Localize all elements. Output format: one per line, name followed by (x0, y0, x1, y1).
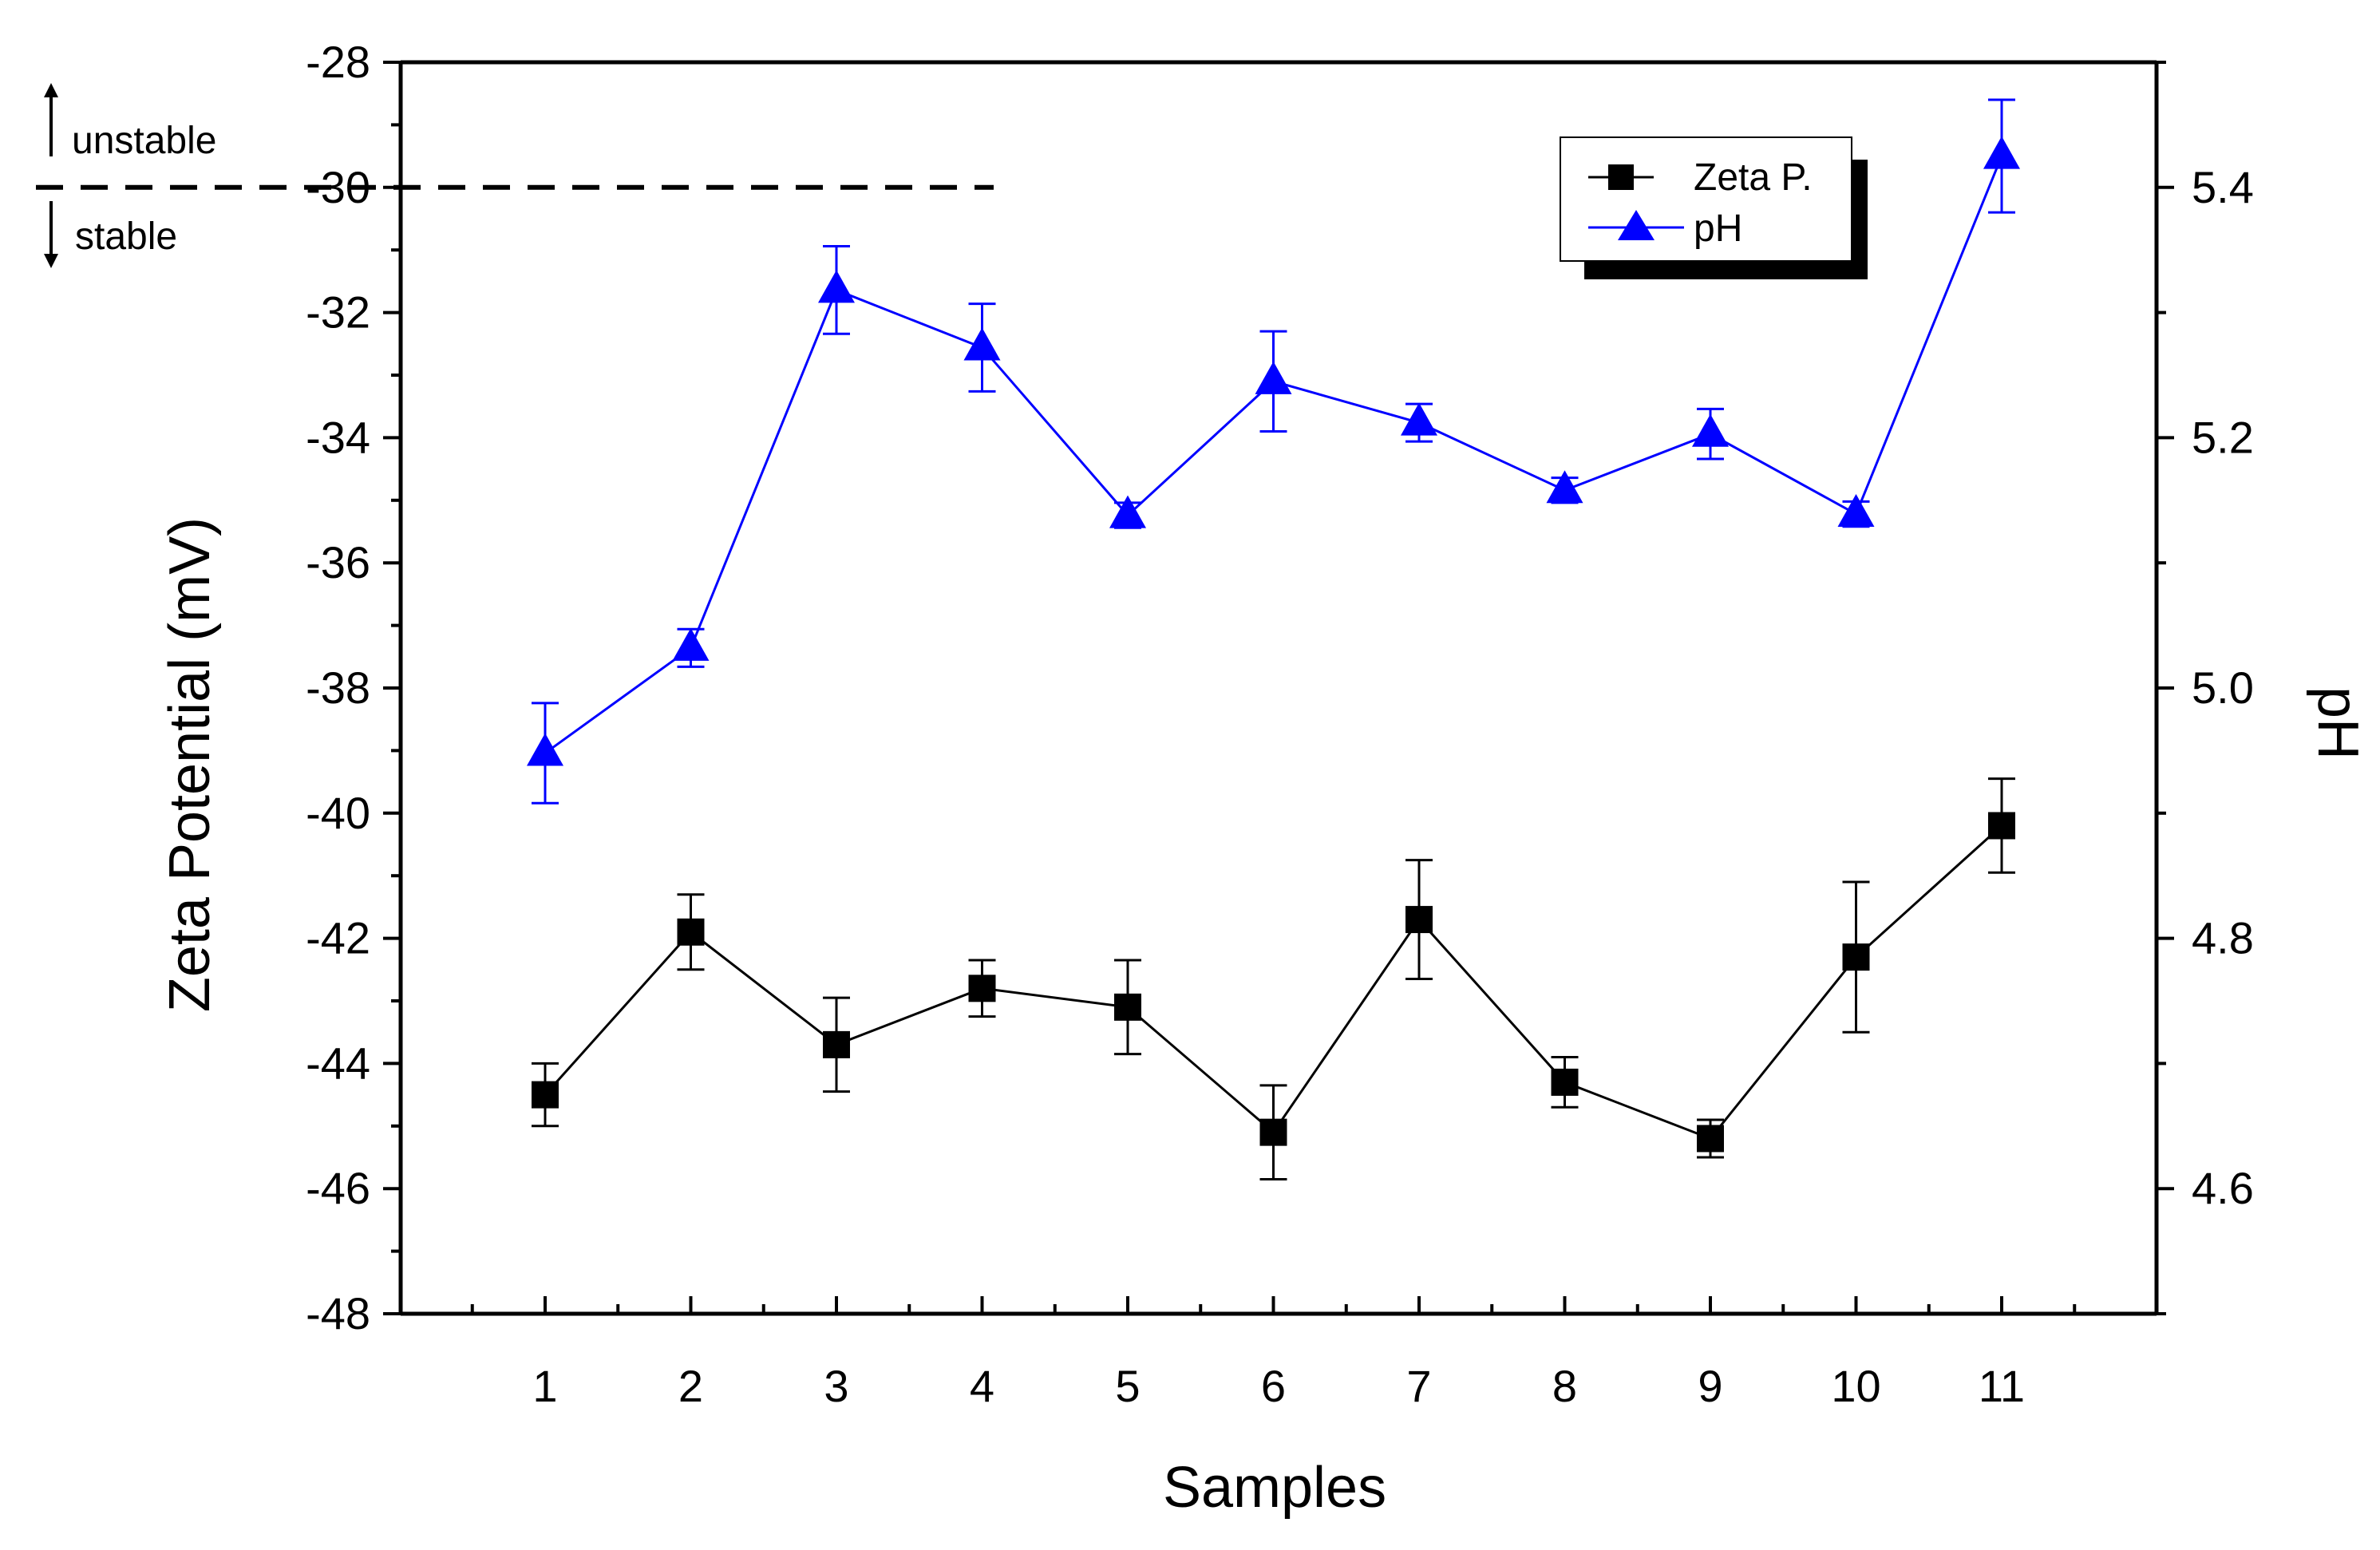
x-tick-label: 2 (678, 1361, 703, 1411)
data-point (1401, 402, 1437, 436)
x-axis-title: Samples (1163, 1456, 1386, 1520)
x-tick-label: 6 (1261, 1361, 1286, 1411)
y-tick-label: -44 (306, 1038, 370, 1088)
y2-tick-label: 5.4 (2192, 162, 2254, 212)
legend-label-ph: pH (1694, 208, 1742, 250)
legend-box (1560, 136, 1852, 262)
y-tick-label: -34 (306, 412, 370, 462)
legend-item-zeta: Zeta P. (1588, 156, 1813, 199)
stability-note: unstable stable (44, 83, 216, 268)
legend-label-zeta: Zeta P. (1694, 156, 1813, 199)
y-tick-label: -32 (306, 287, 370, 338)
data-point (1692, 413, 1729, 447)
y2-axis-title: pH (2306, 686, 2370, 760)
y-tick-label: -38 (306, 662, 370, 713)
data-point (1837, 494, 1875, 528)
data-point (1988, 812, 2015, 840)
arrow-down-icon (44, 201, 58, 268)
data-point (1255, 361, 1292, 394)
y2-tick-label: 5.0 (2192, 662, 2254, 713)
data-point (1697, 1125, 1724, 1153)
data-point (527, 733, 563, 766)
stable-label: stable (75, 215, 177, 258)
legend-item-ph: pH (1588, 208, 1742, 250)
x-tick-label: 11 (1979, 1361, 2025, 1411)
x-tick-label: 5 (1115, 1361, 1140, 1411)
arrow-up-icon (44, 83, 58, 156)
legend: Zeta P. pH (1560, 136, 1868, 279)
x-tick-label: 1 (532, 1361, 557, 1411)
data-point (677, 918, 705, 946)
x-tick-label: 4 (970, 1361, 994, 1411)
data-point (1114, 993, 1141, 1021)
y-tick-label: -30 (306, 162, 370, 212)
y-tick-label: -48 (306, 1288, 370, 1338)
data-point (1983, 136, 2020, 169)
y2-tick-label: 4.8 (2192, 913, 2254, 963)
y-tick-label: -36 (306, 537, 370, 587)
data-point (1546, 470, 1583, 504)
x-tick-label: 7 (1406, 1361, 1431, 1411)
data-point (818, 270, 855, 303)
x-tick-label: 9 (1698, 1361, 1722, 1411)
data-point (1405, 906, 1433, 934)
data-point (672, 627, 710, 661)
data-point (968, 975, 996, 1002)
y2-tick-label: 5.2 (2192, 412, 2254, 462)
y-tick-label: -42 (306, 913, 370, 963)
y2-tick-label: 4.6 (2192, 1163, 2254, 1213)
square-marker-icon (1608, 164, 1634, 190)
x-tick-label: 10 (1831, 1361, 1880, 1411)
series-ph (527, 98, 2020, 805)
x-axis: 1 2 3 4 5 6 7 8 9 10 11 (470, 1296, 2077, 1411)
triangle-marker-icon (1618, 210, 1655, 240)
data-point (963, 327, 1001, 361)
data-point (1842, 943, 1870, 971)
data-point (1109, 495, 1146, 528)
right-y-axis: 5.4 5.2 5.0 4.8 4.6 (2157, 61, 2254, 1315)
x-tick-label: 8 (1552, 1361, 1577, 1411)
y-tick-label: -40 (306, 788, 370, 838)
series-zeta (532, 777, 2015, 1180)
y-tick-label: -46 (306, 1163, 370, 1213)
y-axis-title: Zeta Potential (mV) (158, 517, 222, 1012)
data-point (1551, 1068, 1579, 1096)
data-point (532, 1081, 559, 1109)
series-layer (527, 98, 2020, 1180)
unstable-label: unstable (72, 120, 216, 162)
data-point (823, 1030, 850, 1058)
x-tick-label: 3 (824, 1361, 848, 1411)
left-y-axis: -28 -30 -32 -34 -36 -38 -40 -42 -44 -46 -48 (306, 37, 401, 1338)
y-tick-label: -28 (306, 37, 370, 87)
data-point (1259, 1118, 1287, 1146)
